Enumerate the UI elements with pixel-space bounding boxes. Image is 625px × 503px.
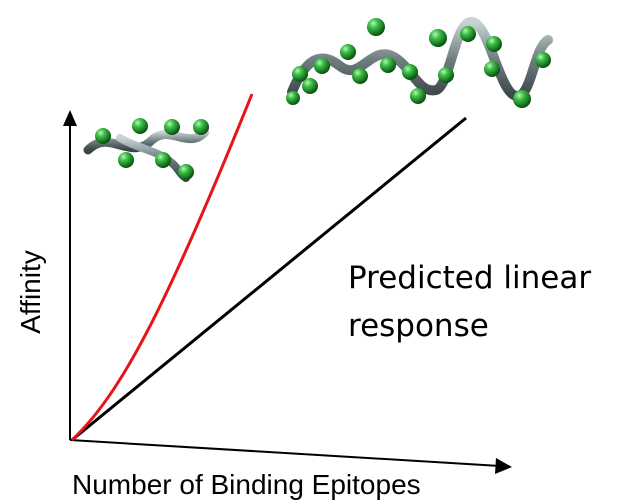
axes [63,110,512,474]
observed-affinity-curve [70,93,254,442]
annotation-line-2: response [348,308,489,344]
y-axis-arrowhead [63,110,77,126]
x-axis [69,439,501,467]
x-axis-arrowhead [495,458,512,474]
short-polymer-with-epitopes-icon [83,118,210,182]
annotation-line-1: Predicted linear [348,260,591,296]
y-axis-label: Affinity [15,250,46,334]
x-axis-label: Number of Binding Epitopes [72,469,421,500]
long-polymer-with-epitopes-icon [286,17,553,108]
predicted-linear-line [71,116,467,442]
